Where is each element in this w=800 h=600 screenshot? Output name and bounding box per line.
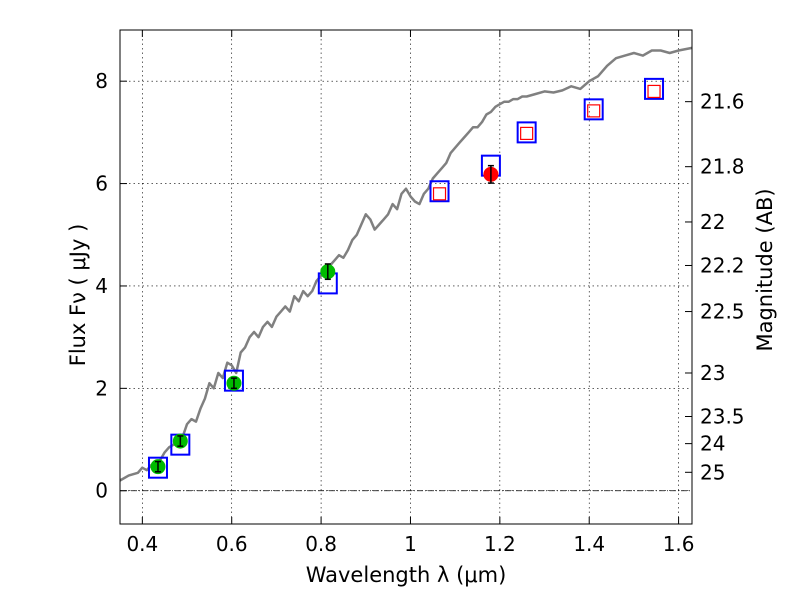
right-tick-label: 21.8 bbox=[700, 155, 745, 179]
right-tick-label: 23.5 bbox=[700, 404, 745, 428]
spectrum-line bbox=[119, 46, 693, 482]
y-tick-label: 4 bbox=[95, 274, 108, 298]
x-tick-label: 0.4 bbox=[126, 532, 158, 556]
y-tick-label: 2 bbox=[95, 376, 108, 400]
right-tick-label: 21.6 bbox=[700, 90, 745, 114]
spectrum-series bbox=[119, 46, 693, 482]
y-tick-label: 6 bbox=[95, 172, 108, 196]
x-tick-label: 0.6 bbox=[216, 532, 248, 556]
y-tick-label: 8 bbox=[95, 69, 108, 93]
right-tick-label: 22 bbox=[700, 210, 725, 234]
upper-limit-square bbox=[432, 187, 447, 201]
y-axis-label: Flux Fν ( μJy ) bbox=[66, 224, 90, 367]
right-tick-label: 25 bbox=[700, 460, 725, 484]
markers bbox=[147, 77, 665, 479]
right-tick-label: 24 bbox=[700, 432, 725, 456]
right-tick-label: 22.5 bbox=[700, 300, 745, 324]
right-tick-label: 23 bbox=[700, 361, 725, 385]
x-tick-label: 1 bbox=[404, 532, 417, 556]
upper-limit-square bbox=[647, 84, 661, 99]
model-band-square bbox=[147, 456, 168, 479]
x-tick-label: 1.2 bbox=[484, 532, 516, 556]
y-axis-right-label: Magnitude (AB) bbox=[753, 188, 777, 351]
plot-frame bbox=[119, 29, 693, 525]
y-tick-label: 0 bbox=[95, 479, 108, 503]
x-tick-label: 0.8 bbox=[305, 532, 337, 556]
x-axis-label: Wavelength λ (μm) bbox=[306, 563, 507, 587]
model-band-square bbox=[516, 121, 537, 144]
right-tick-label: 22.2 bbox=[700, 253, 745, 277]
x-tick-label: 1.4 bbox=[573, 532, 605, 556]
upper-limit-square bbox=[520, 126, 534, 141]
model-band-square bbox=[429, 180, 450, 203]
model-band-square bbox=[583, 98, 604, 121]
model-band-square bbox=[644, 77, 665, 100]
grid bbox=[120, 30, 692, 524]
upper-limit-square bbox=[587, 104, 601, 118]
x-tick-label: 1.6 bbox=[663, 532, 695, 556]
ticks: 0.4 0.6 0.8 1 1.2 1.4 1.60246821.621.82222.222… bbox=[95, 30, 745, 556]
